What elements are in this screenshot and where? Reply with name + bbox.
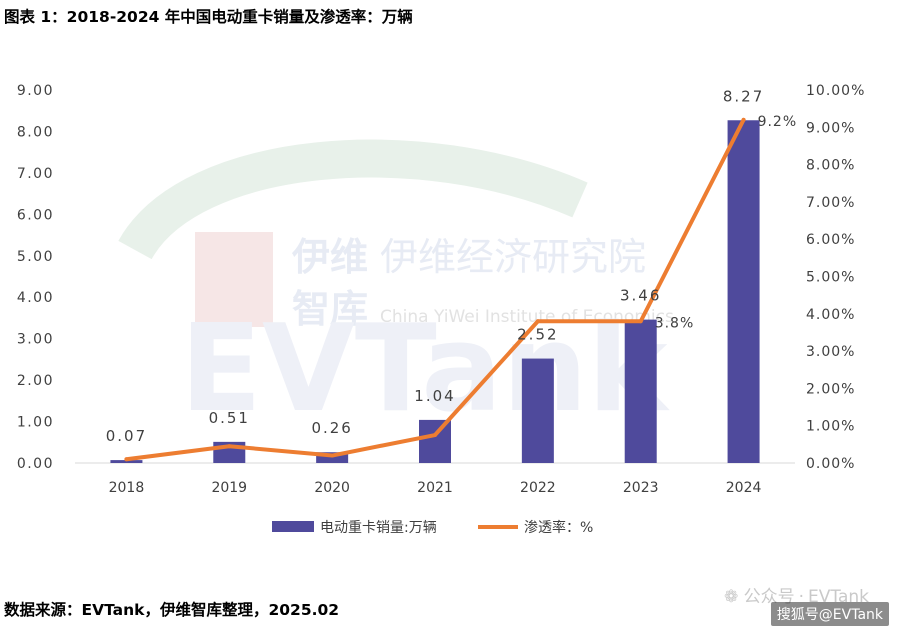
line-point <box>741 117 746 122</box>
y-right-tick-label: 7.00% <box>806 195 855 211</box>
y-left-tick-label: 1.00 <box>17 415 54 431</box>
axes-layer: 0.00 1.00 2.00 3.00 4.00 5.00 6.00 7.00 8.00 9.00… <box>17 83 865 496</box>
watermark-institute-cn: 伊维经济研究院 <box>380 235 646 279</box>
data-labels-layer: 0.07 0.51 0.26 1.04 2.52 3.46 8.27 3.8% 9.2% <box>106 87 798 445</box>
corner-credit: 搜狐号@EVTank <box>770 602 889 626</box>
bar-value-label: 2.52 <box>517 326 558 344</box>
y-left-tick-label: 3.00 <box>17 332 54 348</box>
bar-value-label: 0.07 <box>106 427 147 445</box>
y-right-tick-label: 8.00% <box>806 158 855 174</box>
legend-bar-swatch <box>272 521 314 532</box>
y-left-tick-label: 4.00 <box>17 290 54 306</box>
watermark-logo-block <box>195 232 273 327</box>
line-point <box>227 444 232 449</box>
y-left-tick-label: 6.00 <box>17 207 54 223</box>
bar <box>419 419 451 463</box>
legend-line-label: 渗透率：% <box>524 519 593 536</box>
bar <box>110 460 143 463</box>
x-tick-label: 2021 <box>417 480 453 496</box>
y-right-tick-label: 1.00% <box>806 419 855 435</box>
y-left-tick-label: 0.00 <box>17 456 54 472</box>
line-layer <box>124 117 746 462</box>
line-point <box>638 319 643 324</box>
line-value-label: 3.8% <box>655 315 695 331</box>
y-right-tick-label: 6.00% <box>806 232 855 248</box>
y-left-tick-label: 8.00 <box>17 124 54 140</box>
y-right-tick-label: 3.00% <box>806 344 855 360</box>
x-tick-label: 2020 <box>314 480 350 496</box>
y-right-tick-label: 10.00% <box>806 83 865 99</box>
wechat-account-watermark: ❁ 公众号 · EVTank <box>723 587 869 607</box>
line-value-label: 9.2% <box>758 114 798 130</box>
y-left-tick-label: 7.00 <box>17 166 54 182</box>
line-point <box>535 319 540 324</box>
x-tick-label: 2024 <box>726 480 762 496</box>
bar-value-label: 8.27 <box>723 87 764 105</box>
bar-value-label: 0.51 <box>209 409 250 427</box>
y-left-tick-label: 2.00 <box>17 373 54 389</box>
bar <box>521 358 554 463</box>
figure-source: 数据来源：EVTank，伊维智库整理，2025.02 <box>4 601 340 619</box>
bar <box>624 319 657 463</box>
y-right-tick-label: 5.00% <box>806 270 855 286</box>
bar-value-label: 0.26 <box>311 419 352 437</box>
figure-title: 图表 1：2018-2024 年中国电动重卡销量及渗透率：万辆 <box>4 8 413 26</box>
x-tick-label: 2022 <box>520 480 556 496</box>
legend-bar-label: 电动重卡销量:万辆 <box>320 520 437 536</box>
x-tick-label: 2019 <box>211 480 247 496</box>
x-tick-label: 2023 <box>623 480 659 496</box>
y-left-tick-label: 9.00 <box>17 83 54 99</box>
watermark-brand-line1: 伊维 <box>291 235 368 279</box>
y-left-tick-label: 5.00 <box>17 249 54 265</box>
legend: 电动重卡销量:万辆 渗透率：% <box>272 519 593 536</box>
line-point <box>330 453 335 458</box>
bar <box>316 452 349 463</box>
y-right-tick-label: 0.00% <box>806 456 855 472</box>
account-prefix: 公众号 <box>743 587 795 607</box>
wechat-icon: ❁ <box>723 587 739 607</box>
x-tick-label: 2018 <box>109 480 145 496</box>
watermark-brand-line2: 智库 <box>292 287 368 331</box>
line-point <box>433 433 437 438</box>
bar-value-label: 1.04 <box>414 387 455 405</box>
y-right-tick-label: 9.00% <box>806 120 855 136</box>
watermark-arc-green <box>118 139 588 261</box>
watermark: 伊维 智库 伊维经济研究院 China YiWei Institute of E… <box>118 139 674 439</box>
line-point <box>124 457 129 462</box>
bar <box>727 120 760 463</box>
account-name: EVTank <box>808 587 869 607</box>
y-right-tick-label: 2.00% <box>806 381 855 397</box>
bar-value-label: 3.46 <box>620 287 661 305</box>
y-right-tick-label: 4.00% <box>806 307 855 323</box>
